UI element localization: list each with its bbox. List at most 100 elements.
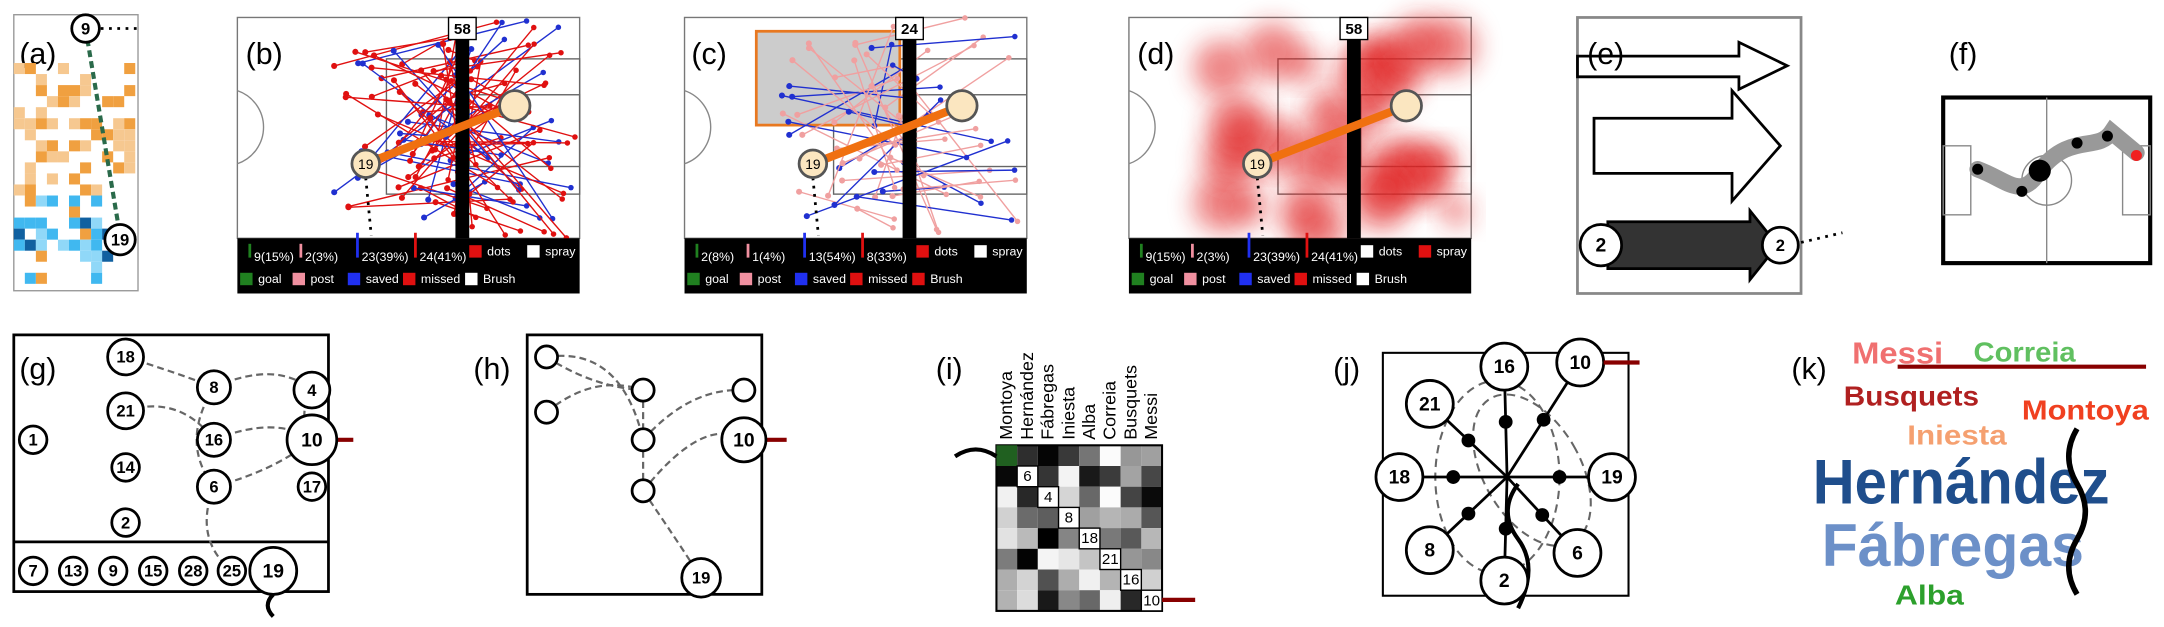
heat-cell bbox=[91, 217, 103, 229]
matrix-cell bbox=[1037, 548, 1059, 570]
option-text[interactable]: goal bbox=[705, 272, 728, 286]
option-text[interactable]: Brush bbox=[930, 272, 963, 286]
option-text[interactable]: missed bbox=[421, 272, 460, 286]
heat-cell bbox=[124, 140, 136, 152]
heat-cell bbox=[35, 74, 47, 86]
option-box bbox=[974, 245, 987, 258]
legend-swatch bbox=[803, 232, 806, 258]
heat-cell bbox=[113, 118, 125, 130]
option-box bbox=[1131, 272, 1145, 286]
shot-dot bbox=[548, 165, 554, 172]
shot-dot bbox=[943, 191, 950, 198]
matrix-cell bbox=[1058, 569, 1080, 591]
shot-dot bbox=[432, 199, 439, 206]
heat-cell bbox=[91, 261, 103, 273]
shot-line bbox=[463, 124, 555, 235]
heat-cell bbox=[113, 162, 125, 174]
heat-blob bbox=[1360, 161, 1413, 214]
option-text[interactable]: Brush bbox=[1375, 272, 1408, 286]
player-node bbox=[534, 399, 559, 425]
diagonal-label: 4 bbox=[1044, 489, 1052, 506]
word: Messi bbox=[1852, 338, 1943, 371]
player-node bbox=[216, 555, 248, 587]
shot-dot bbox=[1011, 167, 1018, 173]
shot-dot bbox=[977, 194, 984, 200]
shot-dot bbox=[396, 130, 404, 137]
matrix-cell bbox=[996, 507, 1018, 529]
option-text[interactable]: spray bbox=[1437, 244, 1468, 258]
option-text[interactable]: goal bbox=[1150, 272, 1173, 286]
option-text[interactable]: missed bbox=[1312, 272, 1351, 286]
heat-cell bbox=[91, 239, 103, 251]
player-number: 8 bbox=[209, 378, 218, 397]
flow-dot bbox=[1498, 414, 1513, 429]
heat-cell bbox=[46, 173, 58, 185]
shot-line bbox=[808, 47, 913, 131]
player-node bbox=[1404, 379, 1455, 429]
legend-swatch bbox=[695, 243, 699, 258]
heat-cell bbox=[13, 63, 25, 75]
option-text[interactable]: dots bbox=[1379, 244, 1402, 258]
player-number: 7 bbox=[29, 562, 38, 581]
panel-label: (e) bbox=[1587, 38, 1624, 71]
line bbox=[1255, 177, 1265, 236]
count-box bbox=[447, 16, 477, 41]
pitch-line bbox=[1128, 89, 1156, 165]
matrix-cell bbox=[996, 569, 1018, 591]
goal-node bbox=[1389, 89, 1423, 123]
legend-text: 9(15%) bbox=[254, 250, 294, 264]
option-box bbox=[1360, 245, 1374, 258]
matrix-cell bbox=[1037, 569, 1059, 591]
heat-cell bbox=[91, 184, 103, 196]
player-name: Alba bbox=[1079, 404, 1099, 440]
option-text[interactable]: spray bbox=[992, 244, 1023, 258]
option-text[interactable]: post bbox=[1202, 272, 1226, 286]
player-node bbox=[350, 148, 381, 179]
diagonal-box bbox=[1016, 465, 1039, 488]
word: Iniesta bbox=[1907, 419, 2007, 450]
shot-line bbox=[797, 77, 898, 116]
option-text[interactable]: spray bbox=[545, 244, 576, 258]
player-node bbox=[1552, 528, 1603, 578]
shot-dot bbox=[1006, 54, 1012, 61]
option-text[interactable]: saved bbox=[366, 272, 399, 286]
heat-cell bbox=[113, 129, 125, 141]
tail bbox=[265, 592, 275, 618]
option-text[interactable]: post bbox=[311, 272, 335, 286]
option-text[interactable]: missed bbox=[868, 272, 907, 286]
flow-dot bbox=[1461, 506, 1476, 521]
shot-line bbox=[801, 44, 975, 136]
option-text[interactable]: Brush bbox=[483, 272, 516, 286]
option-text[interactable]: dots bbox=[487, 244, 510, 258]
count-box bbox=[894, 16, 924, 41]
path-dot bbox=[2016, 185, 2028, 197]
shot-dot bbox=[803, 213, 810, 220]
shot-dot bbox=[469, 223, 475, 230]
shot-dot bbox=[933, 226, 940, 233]
legend-swatch bbox=[1247, 232, 1251, 258]
heat-cell bbox=[102, 96, 114, 108]
shape bbox=[13, 14, 139, 292]
shot-line bbox=[435, 201, 521, 232]
option-text[interactable]: post bbox=[758, 272, 782, 286]
heat-cell bbox=[91, 250, 103, 262]
option-text[interactable]: saved bbox=[813, 272, 846, 286]
tail bbox=[2066, 427, 2089, 596]
option-text[interactable]: saved bbox=[1257, 272, 1290, 286]
option-text[interactable]: goal bbox=[258, 272, 281, 286]
shot-line bbox=[791, 59, 896, 146]
heat-cell bbox=[57, 85, 70, 97]
shot-dot bbox=[430, 68, 437, 75]
shot-dot bbox=[395, 184, 402, 191]
path-dot bbox=[1972, 163, 1984, 175]
heat-cell bbox=[102, 129, 114, 141]
heat-cell bbox=[80, 118, 92, 130]
player-number: 10 bbox=[1569, 353, 1590, 374]
heat-cell bbox=[102, 250, 114, 262]
matrix-cell bbox=[1141, 507, 1163, 529]
option-text[interactable]: dots bbox=[934, 244, 957, 258]
heat-cell bbox=[24, 184, 36, 196]
option-box bbox=[739, 272, 753, 286]
shot-dot bbox=[531, 24, 537, 31]
heat-cell bbox=[113, 96, 125, 108]
